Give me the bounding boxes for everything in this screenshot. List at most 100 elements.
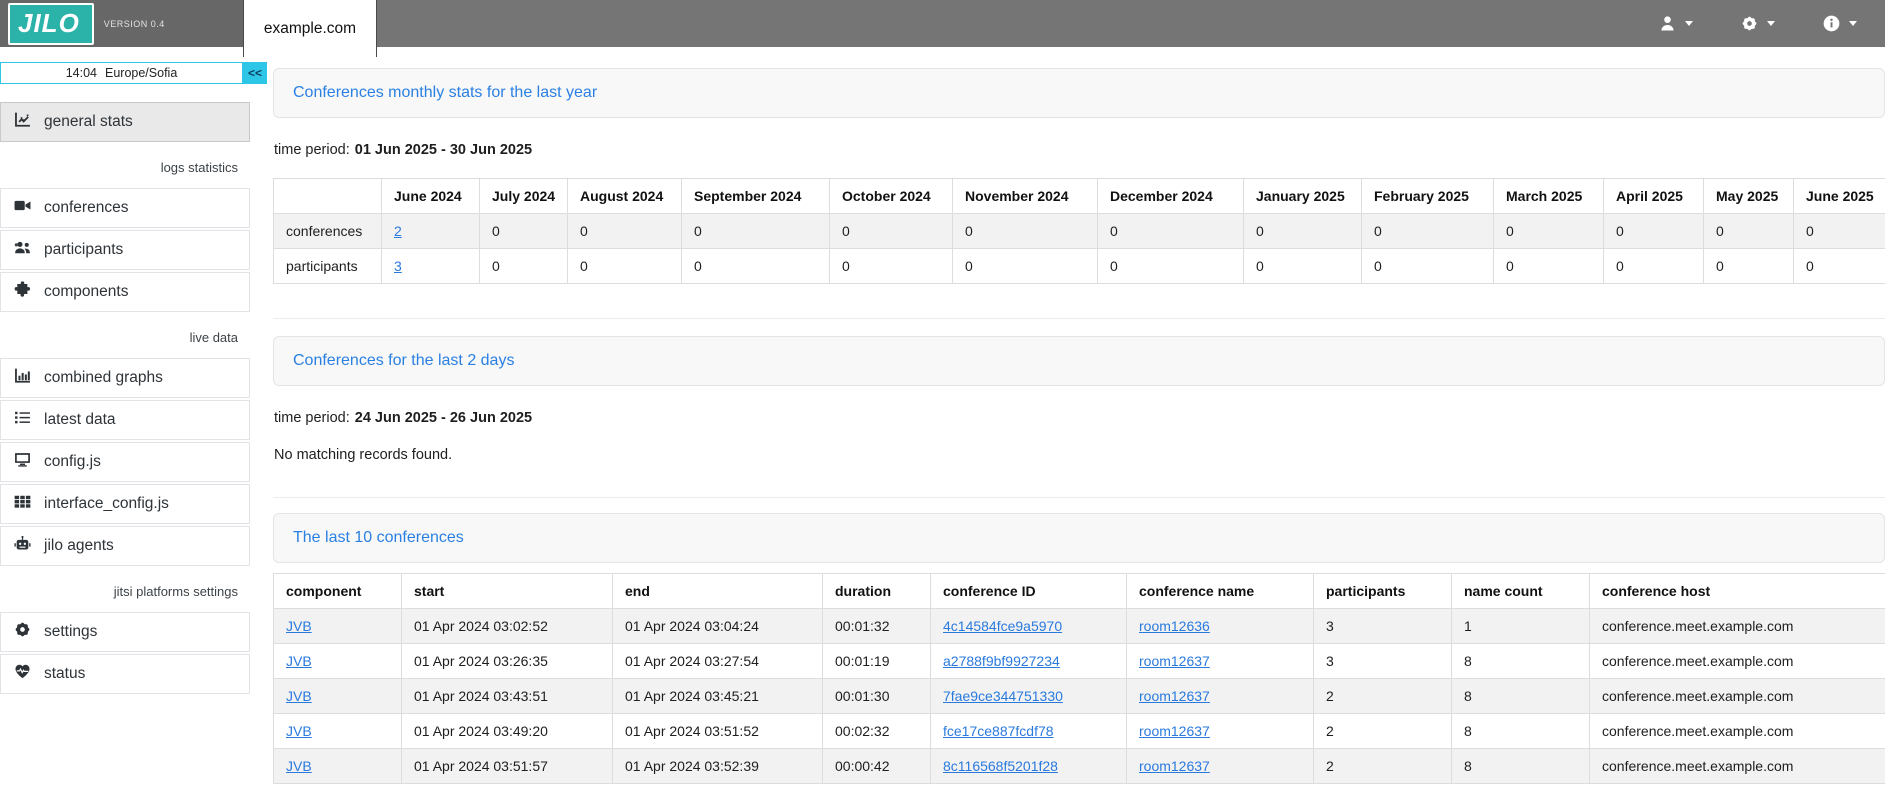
gear-icon [14,621,31,643]
table-cell: conferences [274,214,382,249]
sidebar-item-combined-graphs[interactable]: combined graphs [0,358,250,398]
time-period-label: time period: [274,410,350,426]
table-cell: JVB [274,609,402,644]
sidebar-item-status[interactable]: status [0,654,250,694]
bar-chart-icon [14,367,31,389]
time-period-value: 01 Jun 2025 - 30 Jun 2025 [355,142,532,158]
sidebar-item-settings[interactable]: settings [0,612,250,652]
table-cell: 00:02:32 [823,714,931,749]
table-cell: JVB [274,644,402,679]
column-header: June 2024 [382,179,480,214]
table-cell: 0 [953,214,1098,249]
column-header [274,179,382,214]
table-cell: 0 [1098,214,1244,249]
table-cell: JVB [274,714,402,749]
clock-time: 14:04 [66,66,97,80]
user-menu-button[interactable] [1659,15,1693,32]
table-cell: room12637 [1127,749,1314,784]
monthly-time-period: time period: 01 Jun 2025 - 30 Jun 2025 [274,142,1885,158]
table-cell: 01 Apr 2024 03:27:54 [613,644,823,679]
table-link[interactable]: 3 [394,258,402,274]
sidebar-item-conferences[interactable]: conferences [0,188,250,228]
table-cell: conference.meet.example.com [1590,609,1885,644]
sidebar-item-components[interactable]: components [0,272,250,312]
table-header-row: June 2024July 2024August 2024September 2… [274,179,1885,214]
table-link[interactable]: 7fae9ce344751330 [943,688,1063,704]
table-cell: 3 [1314,609,1452,644]
data-table: June 2024July 2024August 2024September 2… [273,178,1885,284]
table-cell: 00:01:19 [823,644,931,679]
column-header: May 2025 [1704,179,1794,214]
list-icon [14,409,31,431]
table-cell: 0 [682,249,830,284]
sidebar-section-jitsi-platforms-settings: jitsi platforms settings [0,568,250,612]
table-link[interactable]: 2 [394,223,402,239]
table-link[interactable]: room12637 [1139,688,1210,704]
settings-menu-button[interactable] [1741,15,1775,32]
table-cell: 01 Apr 2024 03:02:52 [402,609,613,644]
table-link[interactable]: room12637 [1139,653,1210,669]
table-link[interactable]: a2788f9bf9927234 [943,653,1060,669]
table-link[interactable]: 8c116568f5201f28 [943,758,1058,774]
clock-display: 14:04 Europe/Sofia [0,62,243,84]
column-header: October 2024 [830,179,953,214]
info-menu-button[interactable] [1823,15,1857,32]
table-cell: room12637 [1127,714,1314,749]
table-link[interactable]: JVB [286,723,312,739]
table-cell: 0 [480,249,568,284]
table-cell: 0 [480,214,568,249]
app-logo[interactable]: JILO [8,3,94,45]
sidebar-item-latest-data[interactable]: latest data [0,400,250,440]
table-cell: 1 [1452,609,1590,644]
column-header: January 2025 [1244,179,1362,214]
table-row: participants3000000000000 [274,249,1885,284]
table-cell: 0 [1604,249,1704,284]
table-cell: 3 [382,249,480,284]
puzzle-icon [14,281,31,303]
table-row: JVB01 Apr 2024 03:26:3501 Apr 2024 03:27… [274,644,1885,679]
user-icon [1659,15,1676,32]
table-cell: conference.meet.example.com [1590,679,1885,714]
last10-table: componentstartenddurationconference IDco… [273,573,1885,784]
table-cell: 3 [1314,644,1452,679]
version-label: VERSION 0.4 [104,19,165,29]
sidebar-item-jilo-agents[interactable]: jilo agents [0,526,250,566]
table-row: JVB01 Apr 2024 03:02:5201 Apr 2024 03:04… [274,609,1885,644]
table-link[interactable]: fce17ce887fcdf78 [943,723,1054,739]
table-link[interactable]: room12637 [1139,758,1210,774]
table-cell: a2788f9bf9927234 [931,644,1127,679]
info-icon [1823,15,1840,32]
table-link[interactable]: JVB [286,653,312,669]
tab-example-com[interactable]: example.com [243,0,377,57]
table-link[interactable]: 4c14584fce9a5970 [943,618,1062,634]
sidebar-item-interface-config-js[interactable]: interface_config.js [0,484,250,524]
table-link[interactable]: room12636 [1139,618,1210,634]
table-cell: 0 [1494,249,1604,284]
clock-row: 14:04 Europe/Sofia << [0,62,267,84]
sidebar-item-participants[interactable]: participants [0,230,250,270]
table-cell: 8 [1452,714,1590,749]
monthly-stats-table: June 2024July 2024August 2024September 2… [273,178,1885,284]
column-header: November 2024 [953,179,1098,214]
sidebar-item-config-js[interactable]: config.js [0,442,250,482]
column-header: December 2024 [1098,179,1244,214]
sidebar-item-label: components [44,283,128,301]
table-link[interactable]: JVB [286,688,312,704]
table-cell: 0 [682,214,830,249]
table-cell: room12636 [1127,609,1314,644]
sidebar-item-general-stats[interactable]: general stats [0,102,250,142]
table-link[interactable]: JVB [286,758,312,774]
column-header: February 2025 [1362,179,1494,214]
table-cell: 8 [1452,644,1590,679]
time-period-label: time period: [274,142,350,158]
table-cell: conference.meet.example.com [1590,749,1885,784]
sidebar-section-logs-statistics: logs statistics [0,144,250,188]
table-cell: 01 Apr 2024 03:45:21 [613,679,823,714]
table-link[interactable]: room12637 [1139,723,1210,739]
column-header: conference ID [931,574,1127,609]
table-link[interactable]: JVB [286,618,312,634]
sidebar: 14:04 Europe/Sofia << general statslogs … [0,47,250,809]
table-row: conferences2000000000000 [274,214,1885,249]
table-cell: fce17ce887fcdf78 [931,714,1127,749]
sidebar-item-label: status [44,665,85,683]
